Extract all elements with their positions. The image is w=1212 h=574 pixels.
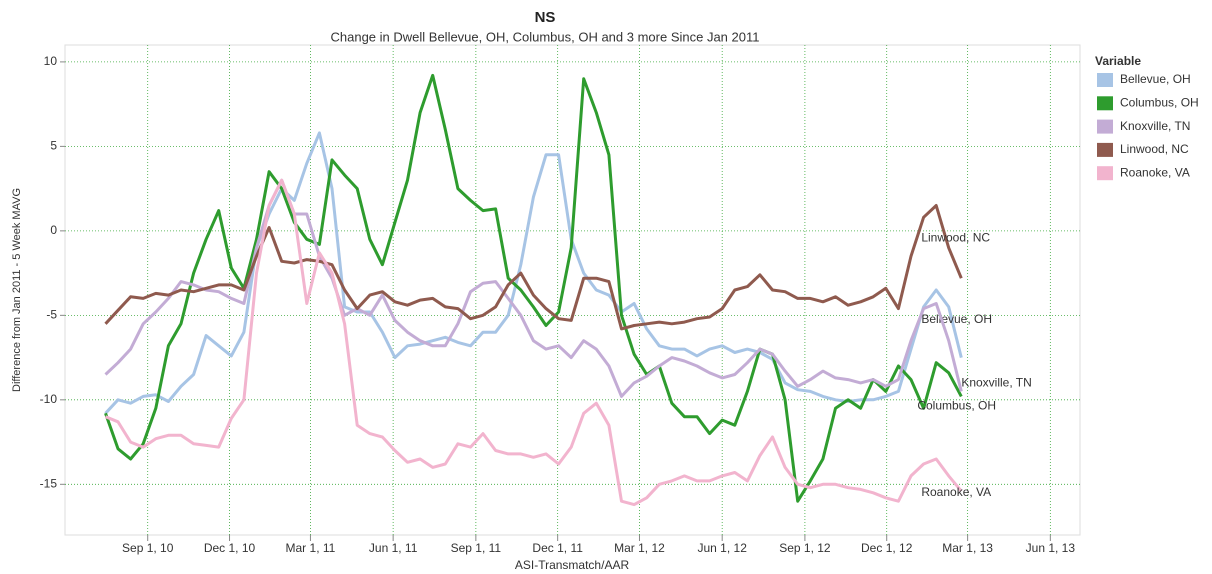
legend-swatch: [1097, 96, 1113, 111]
y-tick-label: 5: [50, 139, 57, 153]
x-tick-label: Dec 1, 10: [204, 541, 256, 555]
series-line: [104, 73, 963, 503]
plot-frame: [64, 44, 1081, 536]
x-tick-label: Sep 1, 10: [122, 541, 174, 555]
legend-title: Variable: [1095, 54, 1141, 68]
chart-title: NS: [535, 9, 556, 26]
y-tick-label: -10: [40, 392, 58, 406]
y-tick-label: -5: [46, 308, 57, 322]
legend-swatch: [1097, 73, 1113, 87]
x-tick-label: Sep 1, 11: [451, 541, 502, 555]
legend-swatch: [1097, 142, 1113, 157]
y-tick-label: 0: [50, 223, 57, 237]
legend-label: Columbus, OH: [1120, 95, 1199, 109]
y-tick-label: -15: [40, 476, 58, 490]
series-line: [104, 131, 963, 415]
x-tick-label: Dec 1, 12: [861, 541, 913, 555]
series-line: [104, 178, 963, 507]
x-axis-label: ASI-Transmatch/AAR: [515, 558, 630, 572]
legend-label: Bellevue, OH: [1120, 72, 1191, 86]
legend-swatch: [1097, 119, 1113, 134]
series-line: [104, 178, 963, 398]
legend-label: Roanoke, VA: [1120, 165, 1190, 179]
legend-swatch: [1097, 166, 1113, 181]
y-axis-label: Difference from Jan 2011 - 5 Week MAVG: [11, 188, 23, 392]
end-label: Bellevue, OH: [921, 312, 992, 326]
end-label: Knoxville, TN: [961, 376, 1031, 390]
end-label: Linwood, NC: [921, 230, 990, 244]
chart-subtitle: Change in Dwell Bellevue, OH, Columbus, …: [331, 29, 760, 44]
x-tick-label: Mar 1, 12: [614, 541, 665, 555]
x-tick-label: Mar 1, 11: [286, 541, 336, 555]
x-tick-label: Mar 1, 13: [942, 541, 993, 555]
x-tick-label: Jun 1, 11: [369, 541, 418, 555]
series-line: [104, 204, 963, 331]
x-tick-label: Jun 1, 12: [698, 541, 748, 555]
legend-label: Linwood, NC: [1120, 142, 1189, 156]
legend-label: Knoxville, TN: [1120, 119, 1190, 133]
y-tick-label: 10: [44, 54, 58, 68]
x-tick-label: Sep 1, 12: [779, 541, 831, 555]
end-label: Columbus, OH: [917, 399, 996, 413]
x-tick-label: Dec 1, 11: [532, 541, 583, 555]
end-label: Roanoke, VA: [921, 485, 991, 499]
x-tick-label: Jun 1, 13: [1026, 541, 1076, 555]
